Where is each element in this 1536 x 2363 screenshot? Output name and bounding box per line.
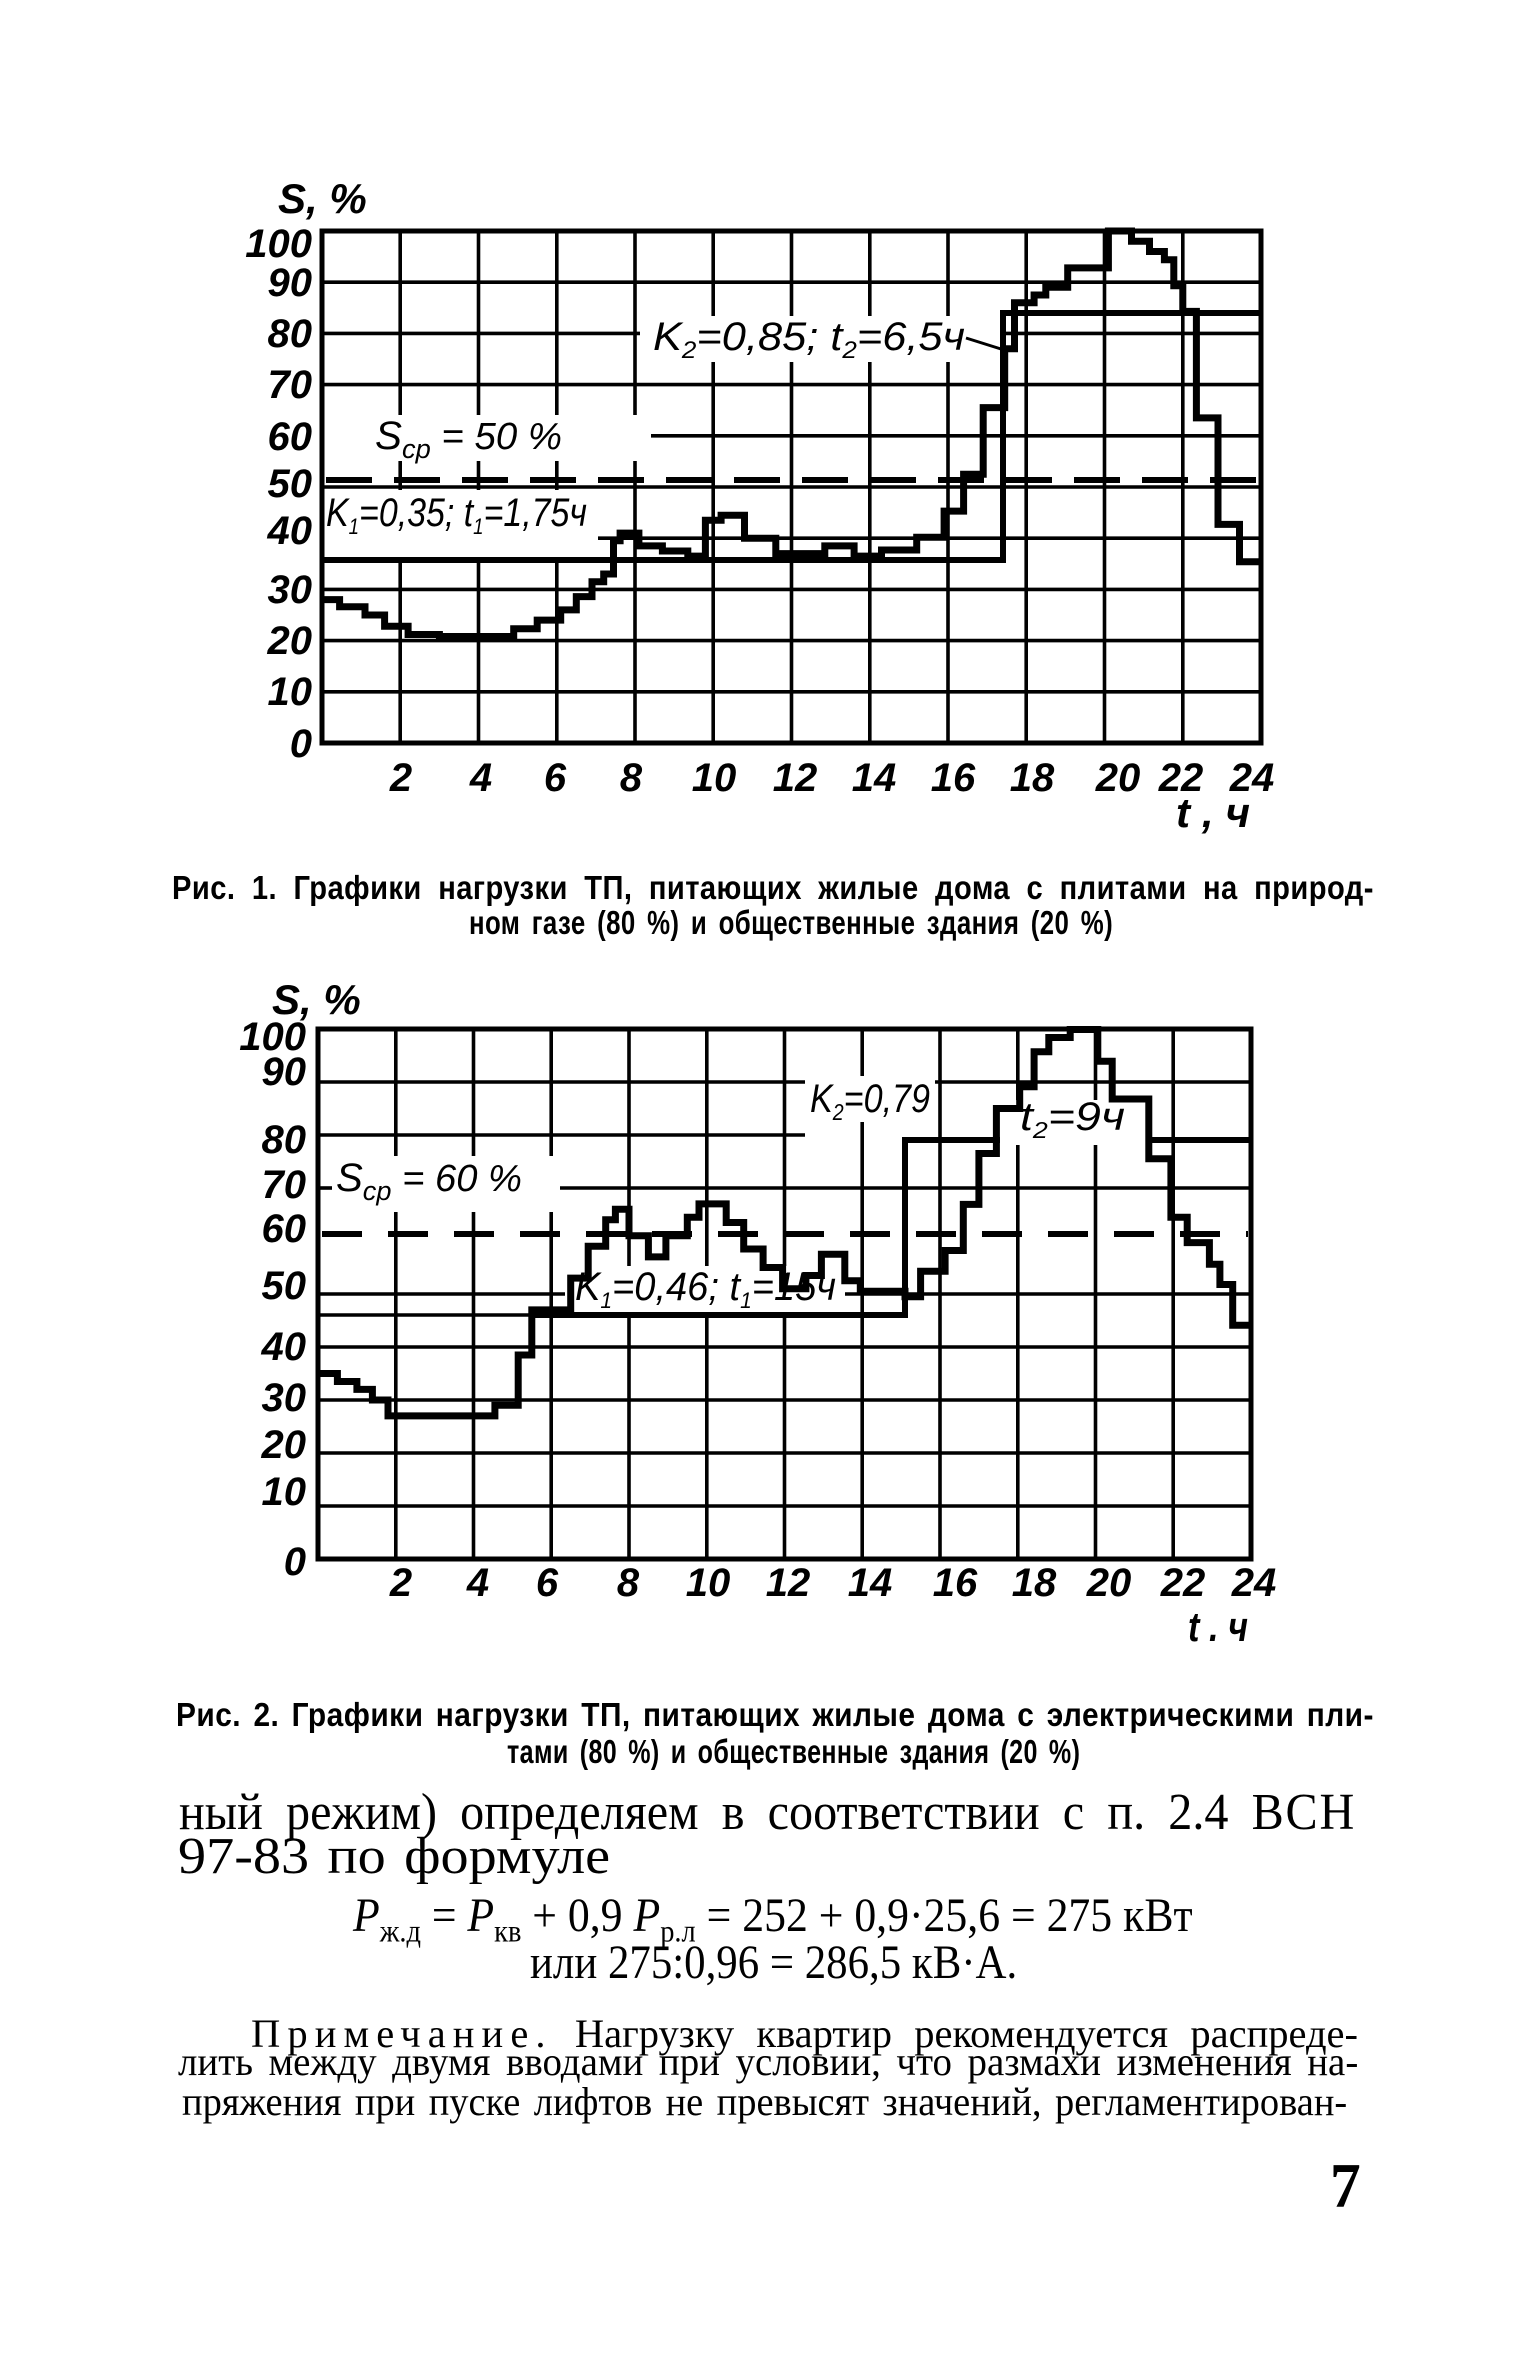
svg-text:70: 70 xyxy=(268,363,313,407)
svg-text:40: 40 xyxy=(261,1325,307,1369)
svg-text:90: 90 xyxy=(268,261,313,305)
svg-text:30: 30 xyxy=(268,568,313,612)
svg-text:20: 20 xyxy=(261,1423,307,1467)
svg-text:10: 10 xyxy=(686,1561,731,1605)
svg-text:K2=0,79: K2=0,79 xyxy=(810,1077,930,1125)
svg-text:4: 4 xyxy=(466,1561,489,1605)
svg-text:12: 12 xyxy=(773,756,818,800)
svg-text:18: 18 xyxy=(1010,756,1055,800)
svg-text:10: 10 xyxy=(692,756,737,800)
svg-text:100: 100 xyxy=(239,1015,306,1059)
svg-text:10: 10 xyxy=(262,1470,307,1514)
svg-text:S, %: S, % xyxy=(278,175,367,222)
svg-text:S, %: S, % xyxy=(272,976,361,1023)
svg-text:8: 8 xyxy=(617,1561,640,1605)
svg-text:60: 60 xyxy=(262,1207,307,1251)
svg-text:80: 80 xyxy=(268,312,313,356)
svg-text:20: 20 xyxy=(1095,756,1141,800)
svg-text:14: 14 xyxy=(852,756,897,800)
svg-text:30: 30 xyxy=(262,1376,307,1420)
svg-text:60: 60 xyxy=(268,415,313,459)
svg-text:Sср = 60 %: Sср = 60 % xyxy=(336,1156,522,1206)
svg-text:24: 24 xyxy=(1229,756,1275,800)
svg-text:80: 80 xyxy=(262,1118,307,1162)
svg-text:Sср = 50 %: Sср = 50 % xyxy=(375,414,562,464)
svg-text:50: 50 xyxy=(268,462,313,506)
svg-text:8: 8 xyxy=(620,756,643,800)
svg-text:2: 2 xyxy=(389,1561,412,1605)
svg-text:0: 0 xyxy=(284,1540,306,1584)
svg-text:50: 50 xyxy=(262,1264,307,1308)
svg-text:100: 100 xyxy=(245,222,312,266)
svg-text:K1=0,35; t1=1,75ч: K1=0,35; t1=1,75ч xyxy=(326,491,587,539)
svg-text:2: 2 xyxy=(389,756,412,800)
svg-text:0: 0 xyxy=(290,722,312,766)
svg-text:t , ч: t , ч xyxy=(1176,789,1250,836)
svg-text:20: 20 xyxy=(267,619,313,663)
svg-text:24: 24 xyxy=(1231,1561,1277,1605)
svg-text:90: 90 xyxy=(262,1050,307,1094)
svg-text:40: 40 xyxy=(267,509,313,553)
svg-text:K2=0,85; t2=6,5ч: K2=0,85; t 2=6,5ч xyxy=(653,315,965,364)
svg-text:t . ч: t . ч xyxy=(1188,1603,1248,1650)
svg-text:t2=9ч: t2=9ч xyxy=(1020,1095,1125,1143)
svg-text:20: 20 xyxy=(1086,1561,1132,1605)
svg-text:14: 14 xyxy=(848,1561,893,1605)
svg-text:22: 22 xyxy=(1160,1561,1206,1605)
svg-text:18: 18 xyxy=(1012,1561,1057,1605)
svg-text:6: 6 xyxy=(544,756,567,800)
svg-text:16: 16 xyxy=(933,1561,978,1605)
svg-text:12: 12 xyxy=(766,1561,811,1605)
svg-text:16: 16 xyxy=(931,756,976,800)
svg-text:22: 22 xyxy=(1158,756,1204,800)
svg-text:70: 70 xyxy=(262,1163,307,1207)
svg-text:6: 6 xyxy=(536,1561,559,1605)
svg-text:K1=0,46; t1=15ч: K1=0,46; t1=15ч xyxy=(575,1265,836,1313)
svg-text:10: 10 xyxy=(268,670,313,714)
svg-text:4: 4 xyxy=(469,756,492,800)
